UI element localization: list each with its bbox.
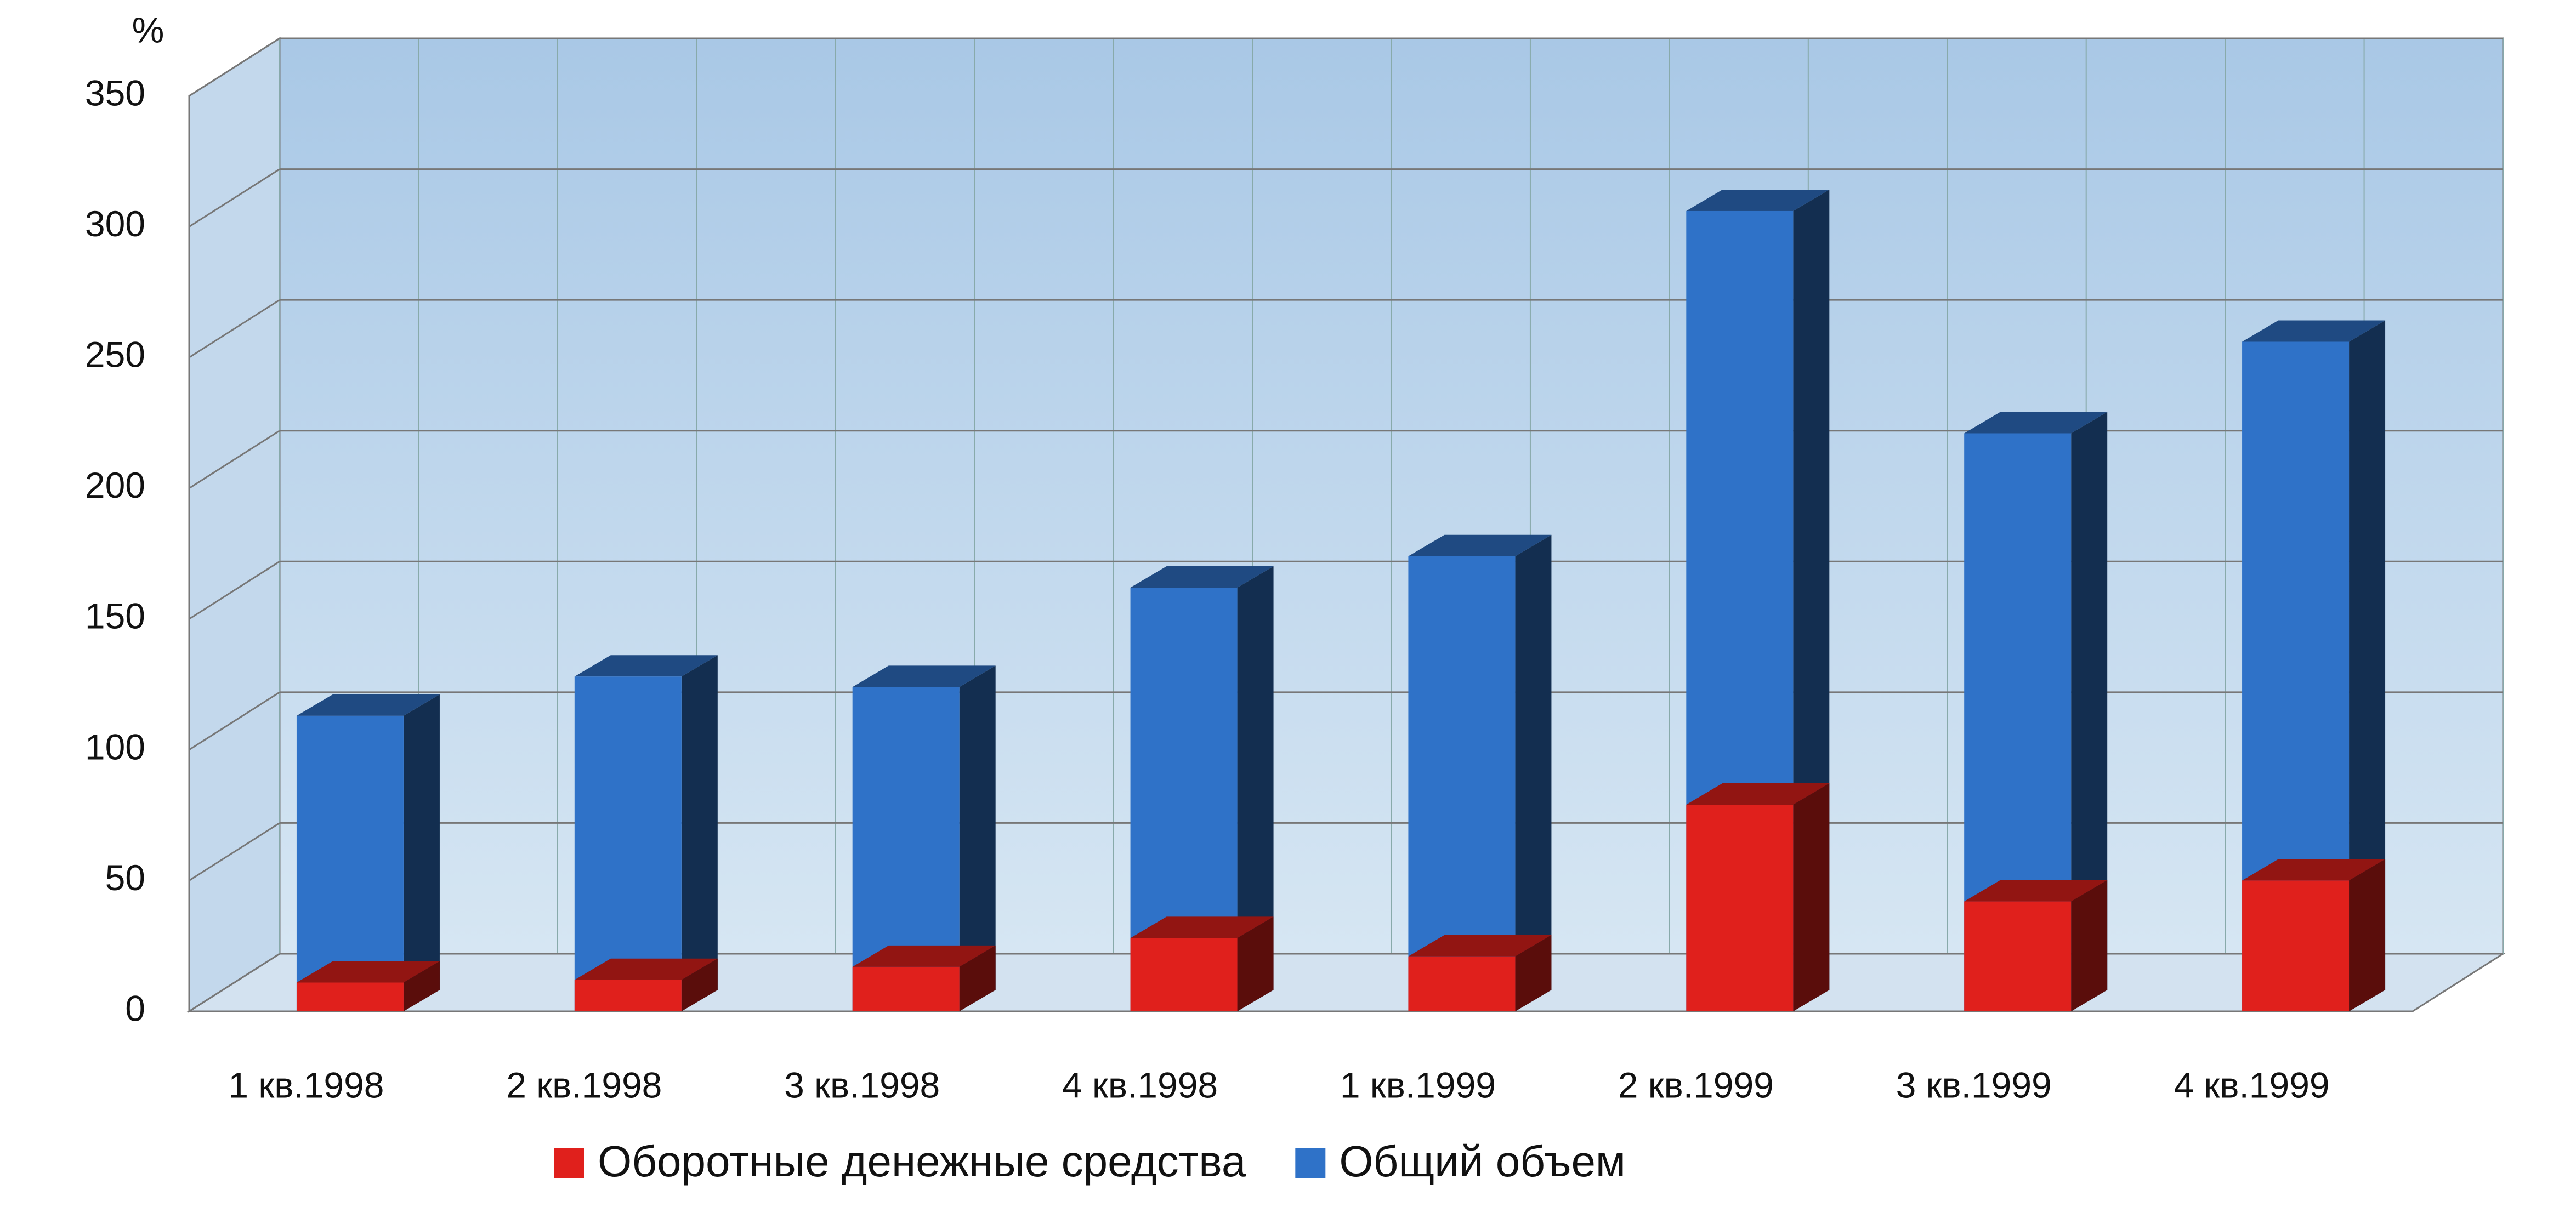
bar-side [2071, 412, 2108, 1011]
x-tick-label: 4 кв.1999 [2174, 1064, 2329, 1105]
bar [574, 676, 682, 1011]
x-tick-label: 1 кв.1998 [228, 1064, 384, 1105]
grid-line-side [189, 561, 280, 620]
bar-top [296, 961, 440, 983]
x-tick-label: 3 кв.1998 [784, 1064, 940, 1105]
bar-top [1686, 783, 1830, 805]
y-tick-label: 350 [85, 72, 145, 113]
bar-side [1237, 566, 1274, 1011]
bar [1686, 805, 1794, 1011]
x-tick-label: 2 кв.1999 [1618, 1064, 1774, 1105]
y-tick-label: 250 [85, 334, 145, 375]
grid-line-side [189, 168, 280, 227]
bar-side [681, 655, 718, 1011]
legend-swatch [1295, 1148, 1326, 1178]
x-tick-label: 3 кв.1999 [1896, 1064, 2052, 1105]
bar-side [959, 665, 996, 1011]
x-tick-label: 2 кв.1998 [506, 1064, 662, 1105]
bar-top [852, 945, 996, 967]
y-tick-label: 150 [85, 596, 145, 636]
bar-top [1686, 189, 1830, 211]
side-wall [188, 37, 281, 1013]
bar-top [2242, 859, 2386, 881]
floor [186, 953, 2506, 1012]
bar-side [2349, 320, 2386, 1011]
bar-side [2071, 880, 2108, 1011]
bar-top [1408, 534, 1552, 556]
bar-top [852, 665, 996, 687]
grid-line-side [189, 953, 280, 1012]
bar-side [681, 958, 718, 1011]
bar [1130, 938, 1238, 1011]
grid-line-side [189, 691, 280, 751]
bar-side [403, 694, 440, 1011]
grid-line-side [189, 430, 280, 489]
bar-top [2242, 320, 2386, 342]
bar-top [574, 655, 718, 677]
bar-side [2349, 859, 2386, 1011]
legend-label: Общий объем [1339, 1137, 1626, 1186]
bar-side [403, 961, 440, 1011]
grid-line-side [189, 822, 280, 881]
bar-top [1964, 412, 2108, 434]
x-tick-label: 4 кв.1998 [1062, 1064, 1218, 1105]
grid-line-side [189, 37, 280, 97]
legend-swatch [554, 1148, 584, 1178]
y-unit: % [132, 9, 164, 50]
y-tick-label: 50 [105, 857, 145, 898]
bar-top [1130, 916, 1274, 938]
bar-top [296, 694, 440, 716]
bar-top [1130, 566, 1274, 588]
bar-side [959, 945, 996, 1011]
bar [852, 966, 960, 1011]
bar [574, 980, 682, 1011]
legend-label: Оборотные денежные средства [598, 1137, 1246, 1186]
bar-top [1964, 880, 2108, 902]
y-tick-label: 100 [85, 726, 145, 767]
bar [2242, 880, 2350, 1011]
bar-side [1515, 534, 1552, 1011]
bar-side [1237, 916, 1274, 1011]
y-tick-label: 200 [85, 465, 145, 505]
y-tick-label: 0 [125, 988, 145, 1028]
bar-top [1408, 935, 1552, 957]
y-tick-label: 300 [85, 203, 145, 244]
bar-side [1793, 783, 1830, 1011]
bar [1408, 956, 1516, 1011]
bar [1964, 901, 2072, 1011]
grid-line-side [189, 299, 280, 358]
x-tick-label: 1 кв.1999 [1340, 1064, 1496, 1105]
bar-side [1515, 935, 1552, 1011]
bar [296, 982, 404, 1011]
bar-top [574, 958, 718, 980]
